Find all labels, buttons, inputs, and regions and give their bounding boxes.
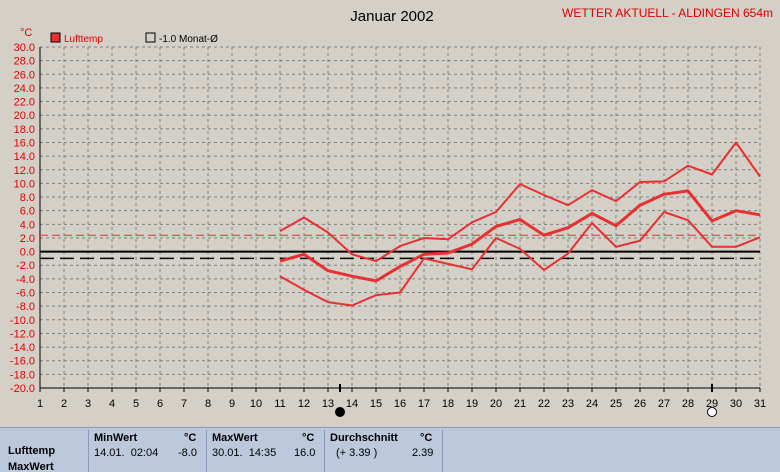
- x-tick-label: 26: [634, 398, 646, 410]
- y-tick-label: -20.0: [10, 383, 35, 395]
- x-tick-label: 9: [229, 398, 235, 410]
- avg-label: Durchschnitt: [330, 432, 398, 444]
- y-tick-label: 0.0: [20, 247, 35, 259]
- x-tick-label: 7: [181, 398, 187, 410]
- legend-series-swatch: [50, 32, 61, 43]
- x-tick-label: 13: [322, 398, 334, 410]
- y-tick-label: 10.0: [14, 178, 35, 190]
- legend-avg-label: -1.0 Monat-Ø: [159, 34, 218, 45]
- y-tick-label: 2.0: [20, 233, 35, 245]
- max-label: MaxWert: [212, 432, 258, 444]
- x-tick-label: 17: [418, 398, 430, 410]
- reference-lines: [40, 234, 760, 260]
- y-tick-label: 12.0: [14, 165, 35, 177]
- max-unit: °C: [302, 432, 315, 444]
- x-tick-label: 8: [205, 398, 211, 410]
- x-tick-labels: 1 2 3 4 5 6 7 8 9 10 11 12 13 14 15 16 17 18 19 20 21 22 23 24 2…: [37, 398, 766, 410]
- min-value: -8.0: [178, 447, 197, 459]
- x-tick-label: 5: [133, 398, 139, 410]
- y-tick-label: -8.0: [16, 301, 35, 313]
- x-tick-label: 1: [37, 398, 43, 410]
- x-tick-label: 4: [109, 398, 115, 410]
- x-tick-label: 10: [250, 398, 262, 410]
- x-tick-label: 23: [562, 398, 574, 410]
- station-label: WETTER AKTUELL - ALDINGEN 654m: [562, 6, 773, 20]
- x-tick-label: 30: [730, 398, 742, 410]
- moon-markers: [335, 384, 717, 417]
- x-tick-label: 20: [490, 398, 502, 410]
- y-tick-labels: -20.0 -18.0-16.0 -14.0 -12.0-10.0 -8.0-6.0 -4…: [10, 42, 35, 395]
- y-tick-label: 8.0: [20, 192, 35, 204]
- series-lines: [279, 141, 761, 307]
- y-tick-label: 28.0: [14, 56, 35, 68]
- max-value: 16.0: [294, 447, 316, 459]
- stats-panel: Lufttemp MaxWert MinWert °C 14.01. 02:04…: [0, 427, 780, 472]
- x-tick-label: 24: [586, 398, 598, 410]
- y-tick-label: 18.0: [14, 124, 35, 136]
- x-tick-label: 19: [466, 398, 478, 410]
- y-tick-label: 20.0: [14, 110, 35, 122]
- axes: [39, 47, 761, 392]
- y-axis-unit: °C: [20, 27, 32, 39]
- x-tick-label: 27: [658, 398, 670, 410]
- y-tick-label: 22.0: [14, 97, 35, 109]
- y-tick-label: 14.0: [14, 151, 35, 163]
- series-line-max: [279, 141, 761, 263]
- new-moon-icon: [335, 407, 345, 417]
- y-tick-label: 6.0: [20, 206, 35, 218]
- series-line-mean: [279, 189, 761, 283]
- stats-separator: [206, 430, 207, 472]
- y-tick-label: -2.0: [16, 260, 35, 272]
- stats-row-label: Lufttemp: [8, 445, 56, 457]
- stats-separator: [324, 430, 325, 472]
- stats-separator: [88, 430, 89, 472]
- x-tick-label: 18: [442, 398, 454, 410]
- y-tick-label: -10.0: [10, 315, 35, 327]
- y-tick-label: -12.0: [10, 328, 35, 340]
- legend-series-label: Lufttemp: [64, 34, 103, 45]
- stats-separator: [442, 430, 443, 472]
- avg-delta: (+ 3.39 ): [336, 447, 378, 459]
- x-tick-label: 21: [514, 398, 526, 410]
- max-when: 30.01. 14:35: [212, 447, 277, 459]
- stats-row-label-partial: MaxWert: [8, 461, 54, 472]
- x-tick-label: 15: [370, 398, 382, 410]
- series-line-min: [279, 211, 761, 307]
- y-tick-label: 16.0: [14, 137, 35, 149]
- min-unit: °C: [184, 432, 197, 444]
- x-tick-label: 11: [274, 398, 285, 410]
- x-tick-label: 14: [346, 398, 358, 410]
- x-tick-label: 29: [706, 398, 718, 410]
- x-tick-label: 22: [538, 398, 550, 410]
- temperature-chart: Januar 2002 WETTER AKTUELL - ALDINGEN 65…: [10, 6, 773, 417]
- y-tick-label: 30.0: [14, 42, 35, 54]
- grid: [39, 46, 761, 389]
- x-tick-label: 6: [157, 398, 163, 410]
- x-tick-label: 28: [682, 398, 694, 410]
- y-tick-label: 24.0: [14, 83, 35, 95]
- y-tick-label: -14.0: [10, 342, 35, 354]
- y-tick-label: -18.0: [10, 369, 35, 381]
- y-tick-label: -6.0: [16, 288, 35, 300]
- x-tick-label: 2: [61, 398, 67, 410]
- y-tick-label: -16.0: [10, 356, 35, 368]
- y-tick-label: 26.0: [14, 69, 35, 81]
- x-tick-label: 16: [394, 398, 406, 410]
- chart-title: Januar 2002: [350, 8, 433, 25]
- x-tick-label: 12: [298, 398, 310, 410]
- x-tick-label: 25: [610, 398, 622, 410]
- full-moon-icon: [707, 407, 717, 417]
- x-tick-label: 31: [754, 398, 766, 410]
- avg-value: 2.39: [412, 447, 434, 459]
- x-tick-label: 3: [85, 398, 91, 410]
- y-tick-label: 4.0: [20, 219, 35, 231]
- y-tick-label: -4.0: [16, 274, 35, 286]
- legend-avg-swatch: [145, 32, 156, 43]
- min-label: MinWert: [94, 432, 138, 444]
- avg-unit: °C: [420, 432, 433, 444]
- min-when: 14.01. 02:04: [94, 447, 159, 459]
